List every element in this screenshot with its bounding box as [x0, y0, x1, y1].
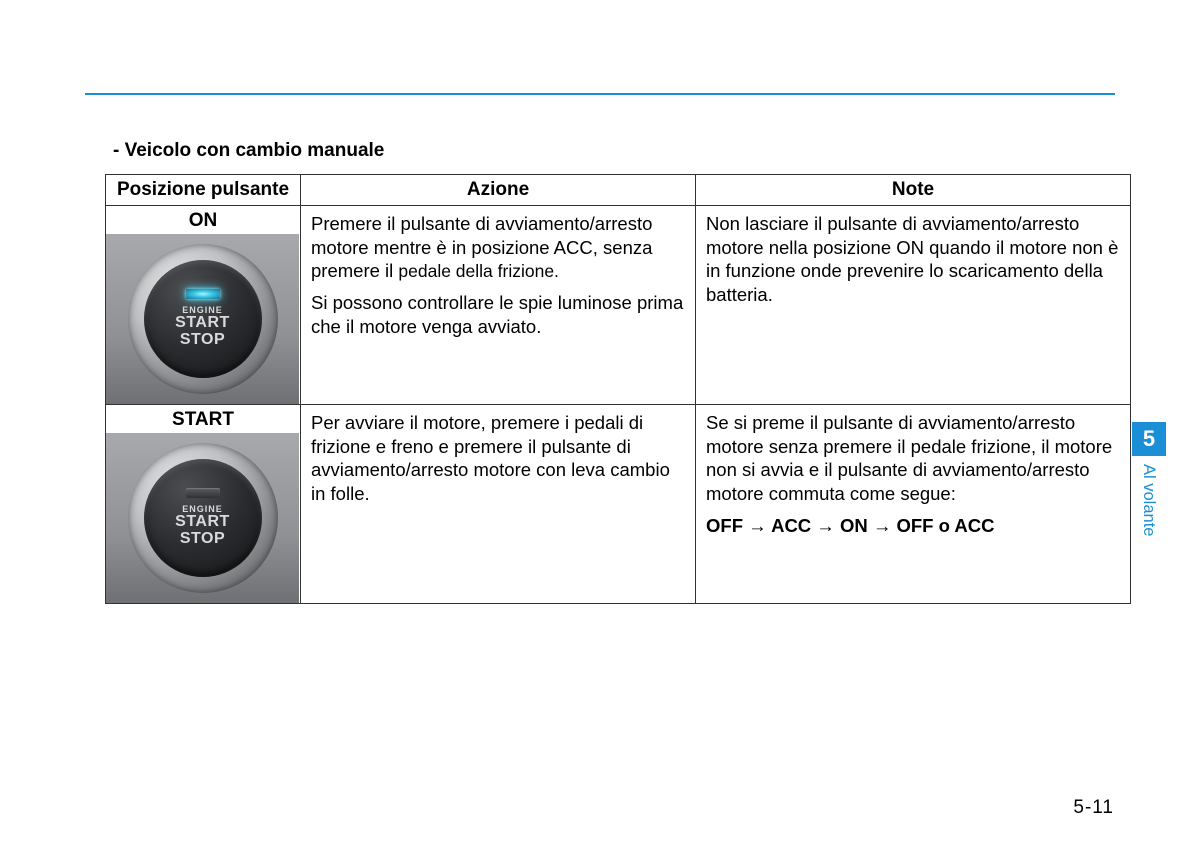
note-cell-on: Non lasciare il pulsante di avviamento/a… — [696, 206, 1131, 405]
start-button-graphic-start: ENGINE START STOP — [106, 433, 299, 603]
led-indicator-off — [186, 488, 220, 498]
position-label: ON — [106, 206, 300, 234]
side-tab: 5 Al volante — [1132, 422, 1166, 577]
page-number: 5-11 — [1073, 797, 1114, 819]
button-text-start: START — [175, 315, 230, 332]
action-cell-on: Premere il pulsante di avviamento/arrest… — [301, 206, 696, 405]
header-position: Posizione pulsante — [106, 175, 301, 206]
note-text: Se si preme il pulsante di avviamento/ar… — [706, 411, 1120, 506]
table-row: ON ENGINE START STOP — [106, 206, 1131, 405]
note-text: Non lasciare il pulsante di avviamento/a… — [706, 212, 1120, 307]
button-text-start: START — [175, 514, 230, 531]
header-action: Azione — [301, 175, 696, 206]
header-rule — [85, 93, 1115, 95]
action-text: Per avviare il motore, premere i pedali … — [311, 411, 685, 506]
position-cell-on: ON ENGINE START STOP — [106, 206, 301, 405]
position-label: START — [106, 405, 300, 433]
main-content: - Veicolo con cambio manuale Posizione p… — [105, 140, 1130, 604]
instruction-table: Posizione pulsante Azione Note ON ENGINE… — [105, 174, 1131, 604]
led-indicator-on — [186, 289, 220, 299]
action-text-small: pedale della frizione. — [398, 261, 559, 281]
action-text: Si possono controllare le spie luminose … — [311, 291, 685, 338]
section-title: - Veicolo con cambio manuale — [113, 140, 1130, 162]
position-cell-start: START ENGINE START STOP — [106, 405, 301, 604]
start-button-graphic-on: ENGINE START STOP — [106, 234, 299, 404]
table-row: START ENGINE START STOP Per a — [106, 405, 1131, 604]
note-sequence: OFF → ACC → ON → OFF o ACC — [706, 514, 1120, 538]
header-notes: Note — [696, 175, 1131, 206]
button-text-stop: STOP — [180, 531, 225, 548]
action-cell-start: Per avviare il motore, premere i pedali … — [301, 405, 696, 604]
chapter-number-badge: 5 — [1132, 422, 1166, 456]
button-text-stop: STOP — [180, 332, 225, 349]
chapter-title: Al volante — [1132, 456, 1158, 536]
note-cell-start: Se si preme il pulsante di avviamento/ar… — [696, 405, 1131, 604]
